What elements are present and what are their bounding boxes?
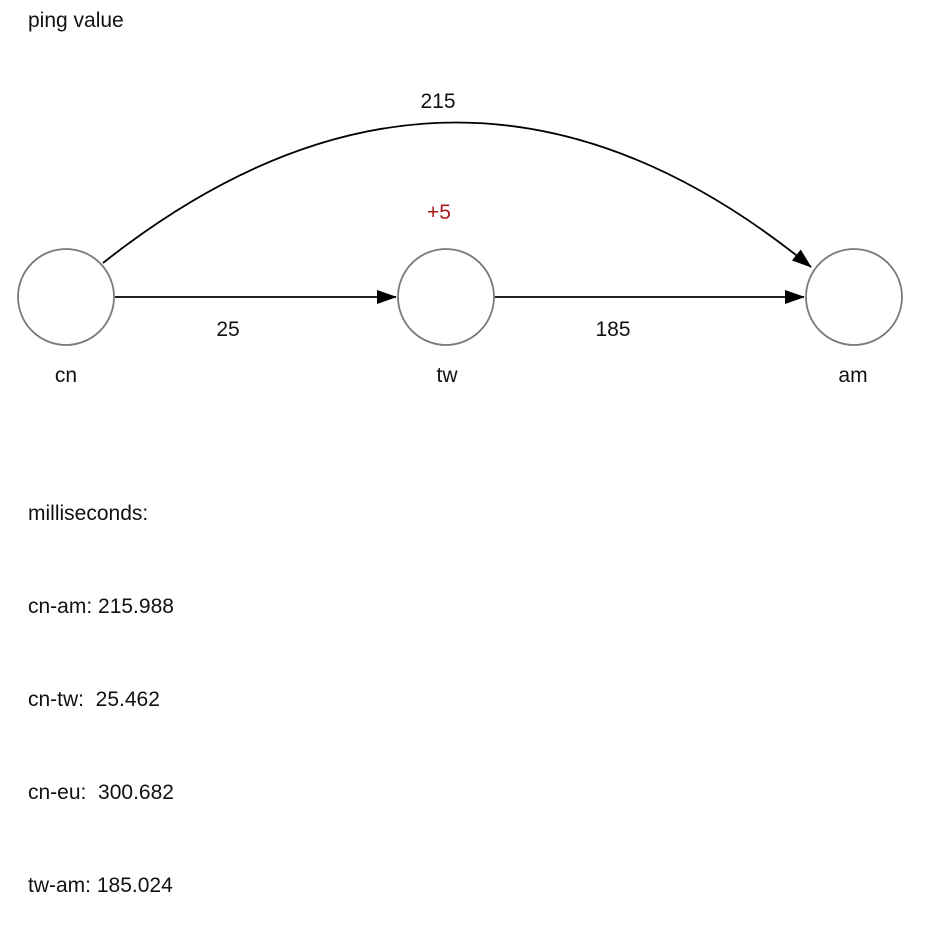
delta-label: +5	[427, 201, 451, 224]
node-cn	[17, 248, 115, 346]
edge-cn-am	[102, 121, 812, 268]
node-tw	[397, 248, 495, 346]
node-label-cn: cn	[55, 364, 77, 387]
ping-diagram: 215 +5 25 185 cn tw am	[17, 90, 903, 387]
node-am	[805, 248, 903, 346]
ping-stats: milliseconds: cn-am: 215.988 cn-tw: 25.4…	[28, 436, 174, 932]
stats-line-cn-eu: cn-eu: 300.682	[28, 781, 174, 804]
edge-label-cn-am: 215	[420, 90, 455, 113]
edge-label-tw-am: 185	[595, 318, 630, 341]
stats-line-tw-am: tw-am: 185.024	[28, 874, 173, 897]
node-label-tw: tw	[437, 364, 459, 387]
edge-label-cn-tw: 25	[216, 318, 239, 341]
stats-line-cn-am: cn-am: 215.988	[28, 595, 174, 618]
stats-line-cn-tw: cn-tw: 25.462	[28, 688, 160, 711]
diagram-title: ping value	[28, 9, 124, 32]
node-label-am: am	[838, 364, 867, 387]
stats-heading: milliseconds:	[28, 502, 149, 525]
